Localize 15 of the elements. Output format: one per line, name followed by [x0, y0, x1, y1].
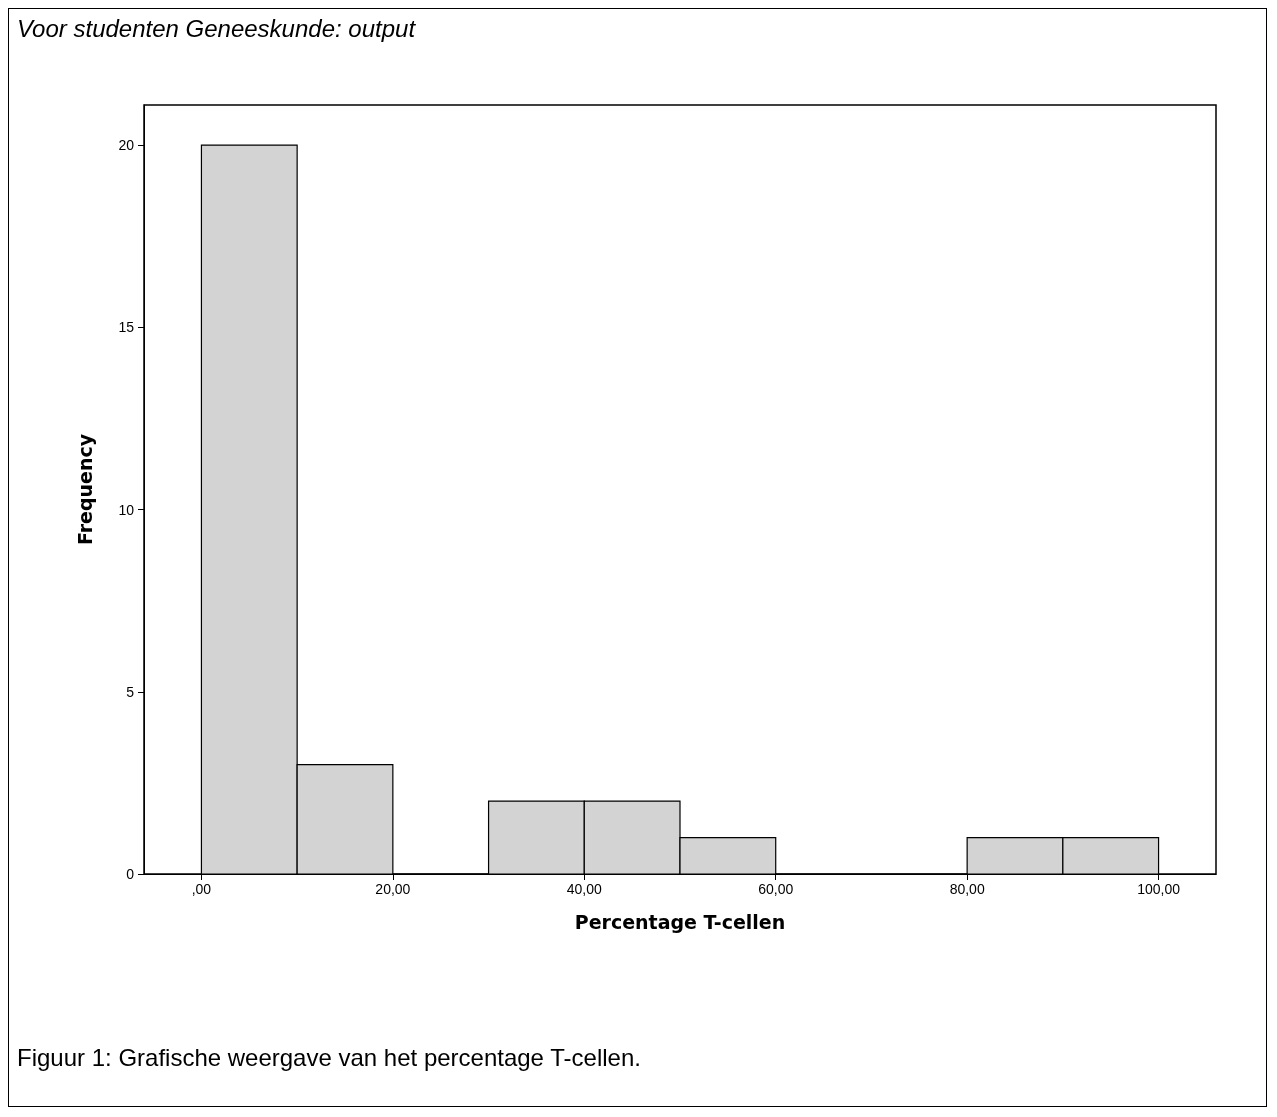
- y-tick-label: 5: [126, 683, 135, 700]
- x-tick-label: 40,00: [566, 881, 603, 897]
- y-tick-label: 20: [118, 137, 135, 154]
- y-tick-label: 15: [118, 319, 135, 336]
- y-axis-title: Frequency: [73, 433, 96, 546]
- text: Figuur 1: Grafische weergave van het percentage T-cellen.: [17, 1044, 641, 1072]
- x-tick-label: ,00: [191, 881, 212, 897]
- y-tick-label: 0: [126, 866, 135, 882]
- x-tick-label: 100,00: [1137, 881, 1181, 897]
- x-tick-label: 60,00: [758, 881, 794, 897]
- x-axis-title: Percentage T-cellen: [574, 910, 786, 933]
- x-tick-label: 20,00: [375, 881, 411, 897]
- y-tick-label: 10: [118, 501, 135, 518]
- chart-title: Voor studenten Geneeskunde: output: [17, 15, 416, 43]
- x-tick-label: 80,00: [949, 881, 985, 897]
